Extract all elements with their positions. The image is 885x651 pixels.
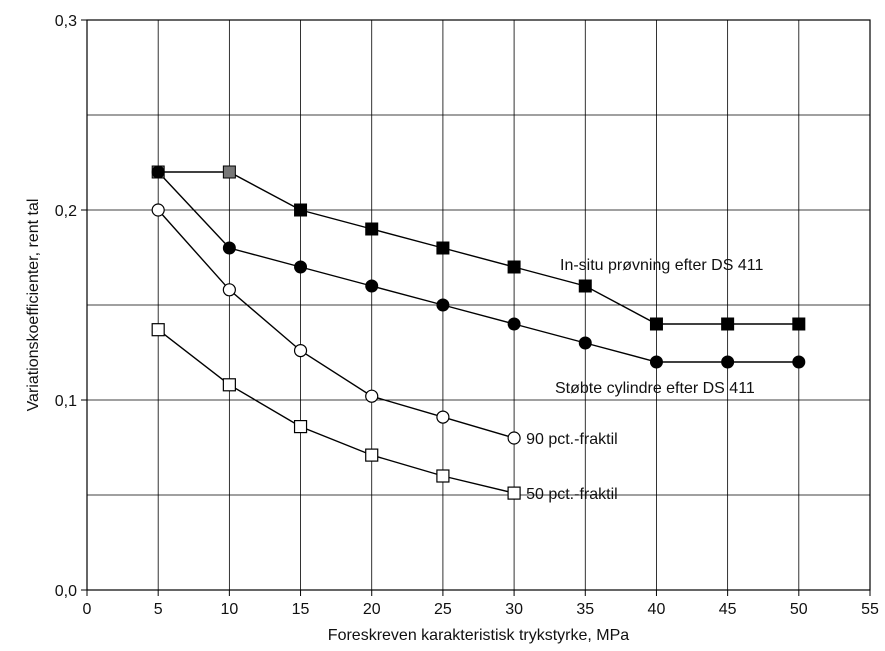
data-point-s1-3 [365, 279, 379, 293]
x-tick-label-9: 45 [719, 601, 737, 618]
data-point-s0-2 [294, 203, 308, 217]
y-axis-label: Variationskoefficienter, rent tal [25, 199, 42, 412]
data-point-s0-7 [649, 317, 663, 331]
series-line-2 [157, 209, 515, 439]
data-point-s3-1 [222, 378, 236, 392]
data-point-s1-8 [721, 355, 735, 369]
x-tick-label-4: 20 [363, 601, 381, 618]
x-tick-label-10: 50 [790, 601, 808, 618]
x-tick-label-8: 40 [648, 601, 666, 618]
data-point-s0-4 [436, 241, 450, 255]
series-label-90-fraktil: 90 pct.-fraktil [526, 431, 618, 448]
data-point-s3-3 [365, 448, 379, 462]
series-label-stobte-cylindre: Støbte cylindre efter DS 411 [555, 380, 755, 397]
x-tick-label-11: 55 [861, 601, 879, 618]
data-point-s1-5 [507, 317, 521, 331]
data-point-s1-1 [222, 241, 236, 255]
x-tick-label-7: 35 [576, 601, 594, 618]
data-point-s1-4 [436, 298, 450, 312]
data-point-s3-2 [293, 420, 308, 434]
data-point-s0-3 [365, 222, 379, 236]
data-point-s0-8 [721, 317, 735, 331]
grid [87, 20, 870, 590]
y-tick-label-1: 0,1 [55, 393, 77, 410]
y-tick-label-0: 0,0 [55, 583, 77, 600]
series-markers [151, 165, 806, 500]
x-tick-label-2: 10 [220, 601, 238, 618]
x-tick-label-5: 25 [434, 601, 452, 618]
y-tick-label-2: 0,2 [55, 203, 77, 220]
series-label-in-situ: In-situ prøvning efter DS 411 [560, 257, 763, 274]
series-line-1 [157, 171, 799, 363]
data-point-s0-1 [222, 165, 236, 179]
series-line-0 [158, 171, 799, 325]
data-point-s2-4 [436, 410, 450, 424]
plot-frame [86, 19, 871, 591]
y-axis-ticks: 0,0 0,1 0,2 0,3 [55, 13, 87, 600]
data-point-s1-6 [578, 336, 592, 350]
data-point-s3-0 [151, 323, 165, 337]
data-point-s2-3 [365, 389, 379, 403]
x-tick-label-6: 30 [505, 601, 523, 618]
series-label-50-fraktil: 50 pct.-fraktil [526, 486, 618, 503]
y-tick-label-3: 0,3 [55, 13, 77, 30]
data-point-s3-5 [507, 486, 521, 500]
x-tick-label-3: 15 [292, 601, 310, 618]
data-point-s2-1 [222, 283, 236, 297]
x-axis-label: Foreskreven karakteristisk trykstyrke, M… [328, 627, 630, 644]
series-lines [157, 171, 799, 494]
x-tick-label-1: 5 [154, 601, 163, 618]
data-point-s0-9 [792, 317, 806, 331]
data-point-s1-0 [151, 165, 165, 179]
data-point-s1-9 [792, 355, 806, 369]
x-tick-label-0: 0 [83, 601, 92, 618]
data-point-s0-5 [507, 260, 521, 274]
x-axis-ticks: 0 5 10 15 20 25 30 35 40 45 50 55 [83, 590, 879, 618]
data-point-s3-4 [436, 469, 450, 483]
data-point-s0-6 [578, 279, 592, 293]
data-point-s2-5 [507, 431, 521, 445]
data-point-s2-2 [293, 344, 308, 358]
series-line-3 [157, 329, 515, 494]
data-point-s2-0 [151, 203, 165, 217]
data-point-s1-7 [649, 355, 663, 369]
data-point-s1-2 [294, 260, 308, 274]
